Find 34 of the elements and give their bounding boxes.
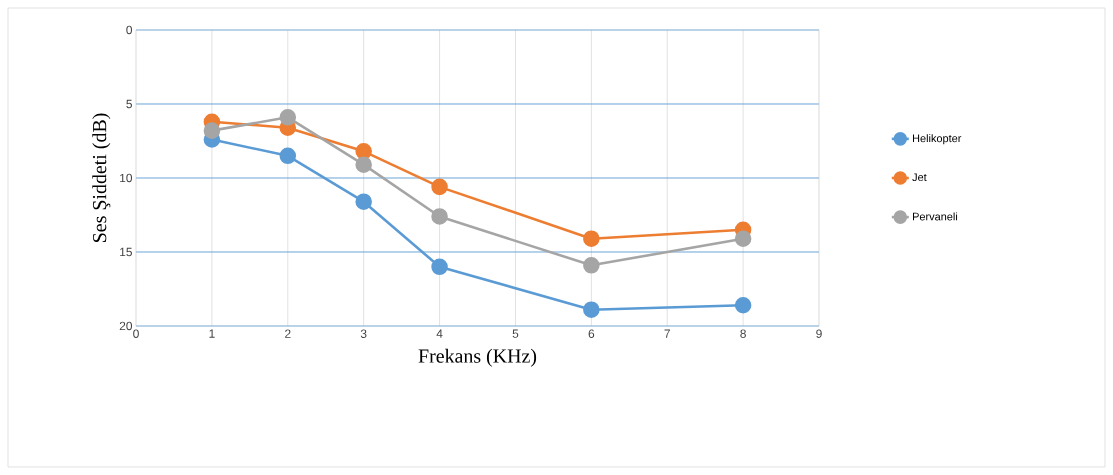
point <box>583 257 600 274</box>
y-tick-label: 0 <box>126 25 133 35</box>
x-tick-label: 1 <box>209 329 215 338</box>
x-tick-label: 6 <box>588 329 595 338</box>
legend-label: Helikopter <box>913 134 962 145</box>
x-tick-label: 7 <box>664 329 670 338</box>
x-tick-label: 5 <box>512 329 519 338</box>
point <box>431 208 448 225</box>
point <box>431 178 448 196</box>
point <box>583 230 600 247</box>
point <box>355 143 372 160</box>
legend-label: Jet <box>912 173 927 182</box>
x-tick-label: 4 <box>436 329 443 338</box>
point <box>583 301 600 318</box>
point <box>734 296 752 314</box>
point <box>355 156 372 173</box>
x-axis-title: Frekans (KHz) <box>418 348 537 367</box>
point <box>355 193 372 210</box>
point <box>279 147 297 165</box>
x-tick-label: 2 <box>285 329 291 338</box>
point <box>734 230 752 247</box>
x-tick-label: 3 <box>360 329 367 338</box>
y-tick-label: 5 <box>126 99 132 109</box>
x-tick-label: 8 <box>740 329 746 338</box>
y-tick-label: 20 <box>119 321 133 331</box>
y-axis-title: Ses Şiddeti (dB) <box>92 113 111 242</box>
y-tick-label: 15 <box>120 247 132 257</box>
point <box>203 122 221 139</box>
x-tick-label: 0 <box>133 329 139 338</box>
point <box>279 109 297 126</box>
y-tick-label: 10 <box>120 173 133 183</box>
point <box>431 258 448 276</box>
legend-label: Pervaneli <box>913 212 958 221</box>
x-tick-label: 9 <box>816 329 822 338</box>
